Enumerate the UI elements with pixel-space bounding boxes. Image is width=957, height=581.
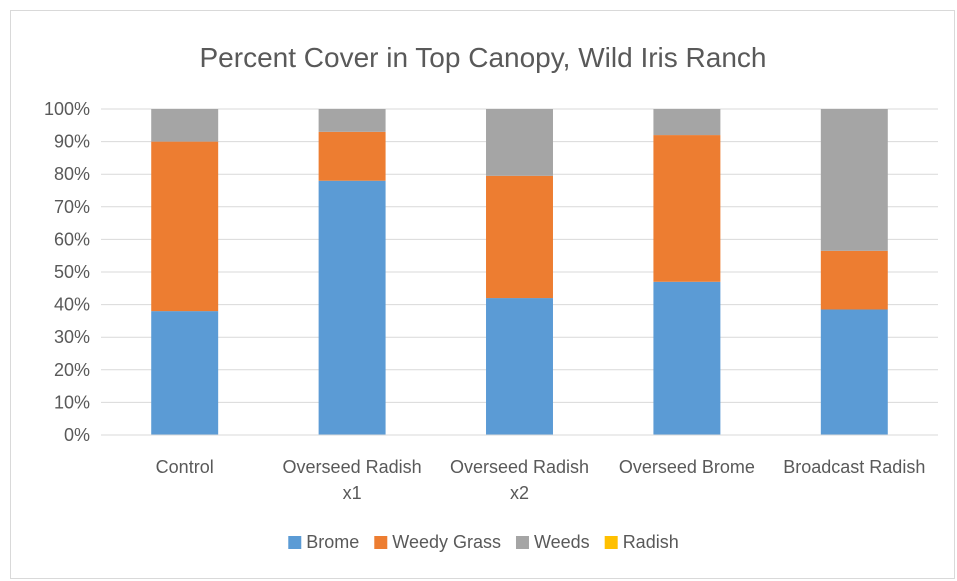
- bar-segment-weeds: [486, 109, 553, 176]
- bar-segment-weedy-grass: [151, 141, 219, 312]
- legend-label: Radish: [623, 532, 679, 552]
- y-axis-tick-labels: 0% 10% 20% 30% 40% 50% 60% 70% 80% 90% 100%: [44, 99, 90, 445]
- bar-segment-weedy-grass: [653, 135, 721, 282]
- bar-segment-brome: [318, 180, 386, 435]
- bar-segment-weedy-grass: [486, 175, 553, 299]
- y-tick-label: 70%: [54, 197, 90, 217]
- legend: Brome Weedy Grass Weeds Radish: [288, 532, 679, 552]
- bar-segment-brome: [820, 309, 888, 435]
- legend-label: Weeds: [534, 532, 590, 552]
- legend-item: Weedy Grass: [374, 532, 501, 552]
- legend-label: Brome: [306, 532, 359, 552]
- x-axis-category-labels: Control Overseed Radish x1 Overseed Radish x…: [156, 457, 926, 503]
- bar-segment-brome: [653, 281, 721, 435]
- bar-segment-weedy-grass: [318, 131, 386, 181]
- bar-segment-weeds: [318, 109, 386, 132]
- chart-area: Percent Cover in Top Canopy, Wild Iris R…: [10, 10, 955, 579]
- y-tick-label: 30%: [54, 327, 90, 347]
- chart-title: Percent Cover in Top Canopy, Wild Iris R…: [200, 42, 767, 73]
- x-category-label: Overseed Radish: [450, 457, 589, 477]
- y-tick-label: 0%: [64, 425, 90, 445]
- x-category-label: Overseed Brome: [619, 457, 755, 477]
- bar-segment-weeds: [151, 109, 219, 142]
- y-tick-label: 80%: [54, 164, 90, 184]
- bar-segment-weeds: [820, 109, 888, 251]
- legend-swatch: [374, 536, 388, 549]
- x-category-label: Control: [156, 457, 214, 477]
- bar-segment-brome: [151, 311, 219, 435]
- y-tick-label: 90%: [54, 132, 90, 152]
- x-category-label: Overseed Radish: [283, 457, 422, 477]
- legend-item: Brome: [288, 532, 359, 552]
- y-tick-label: 40%: [54, 295, 90, 315]
- bar-segment-brome: [486, 298, 553, 435]
- legend-item: Radish: [604, 532, 679, 552]
- y-tick-label: 50%: [54, 262, 90, 282]
- legend-label: Weedy Grass: [392, 532, 501, 552]
- x-category-label: x2: [510, 483, 529, 503]
- legend-item: Weeds: [515, 532, 590, 552]
- bars: [151, 109, 888, 435]
- legend-swatch: [288, 536, 302, 549]
- stacked-bar-chart: Percent Cover in Top Canopy, Wild Iris R…: [44, 42, 938, 552]
- y-tick-label: 20%: [54, 360, 90, 380]
- legend-swatch: [515, 536, 529, 549]
- y-tick-label: 100%: [44, 99, 90, 119]
- y-tick-label: 60%: [54, 229, 90, 249]
- bar-segment-weeds: [653, 109, 721, 136]
- legend-swatch: [604, 536, 618, 549]
- x-category-label: Broadcast Radish: [783, 457, 925, 477]
- x-category-label: x1: [343, 483, 362, 503]
- y-tick-label: 10%: [54, 392, 90, 412]
- bar-segment-weedy-grass: [820, 250, 888, 310]
